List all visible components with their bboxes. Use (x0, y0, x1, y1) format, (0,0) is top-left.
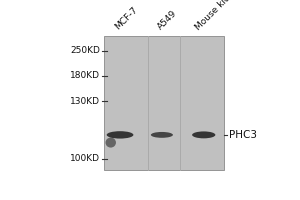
Text: PHC3: PHC3 (229, 130, 257, 140)
Text: 130KD: 130KD (70, 97, 100, 106)
Text: 180KD: 180KD (70, 71, 100, 80)
Text: Mouse kidney: Mouse kidney (194, 0, 244, 32)
Ellipse shape (192, 131, 215, 138)
Ellipse shape (106, 138, 116, 148)
Ellipse shape (107, 131, 134, 139)
Text: 250KD: 250KD (70, 46, 100, 55)
Bar (104, 36, 224, 170)
Text: A549: A549 (155, 9, 178, 32)
Ellipse shape (151, 132, 173, 138)
Text: MCF-7: MCF-7 (114, 5, 140, 32)
Text: 100KD: 100KD (70, 154, 100, 163)
